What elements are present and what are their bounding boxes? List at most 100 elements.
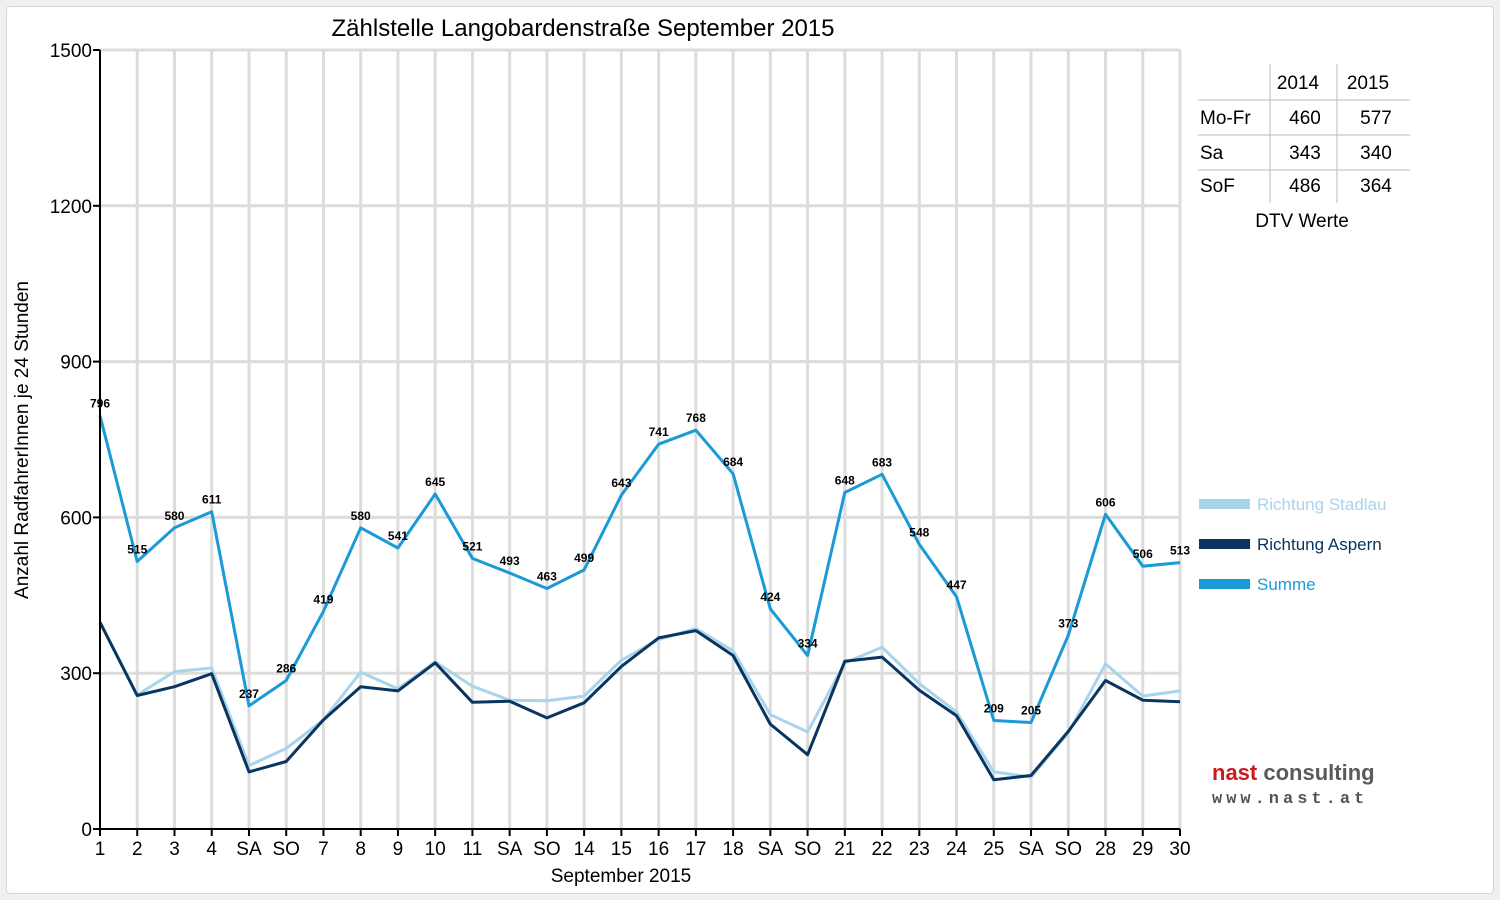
data-label: 373 xyxy=(1058,616,1078,630)
legend: Richtung Stadlau Richtung Aspern Summe xyxy=(1199,495,1386,594)
x-tick-label: 8 xyxy=(355,839,366,860)
legend-swatch xyxy=(1199,539,1250,549)
y-tick-label: 600 xyxy=(60,508,92,529)
data-label: 796 xyxy=(90,397,110,411)
x-tick-label: 24 xyxy=(946,839,968,860)
x-tick-label: 25 xyxy=(983,839,1004,860)
data-labels: 796 515 580 611 237 286 419 580 541 645 521 493 463 4… xyxy=(90,397,1190,718)
company-logo: nast consulting www.nast.at xyxy=(1200,750,1443,825)
data-label: 521 xyxy=(462,539,482,553)
x-tick-label: 23 xyxy=(909,839,930,860)
x-tick-label: 2 xyxy=(132,839,143,860)
data-label: 515 xyxy=(127,543,147,557)
x-tick-label: SA xyxy=(497,839,523,860)
x-tick-label: SO xyxy=(272,839,299,860)
series-line xyxy=(98,415,1181,724)
data-label: 684 xyxy=(723,455,743,469)
y-tick-label: 1200 xyxy=(50,197,92,218)
data-label: 463 xyxy=(537,570,557,584)
dtv-header-2014: 2014 xyxy=(1277,73,1320,94)
data-label: 205 xyxy=(1021,704,1041,718)
x-tick-label: 17 xyxy=(685,839,706,860)
data-label: 209 xyxy=(984,701,1004,715)
legend-swatch xyxy=(1199,579,1250,589)
data-label: 334 xyxy=(798,637,818,651)
x-tick-label: 22 xyxy=(871,839,892,860)
grid-lines xyxy=(100,48,1182,829)
x-tick-labels: 1 2 3 4 SA SO 7 8 9 10 11 SA SO 14 15 16 17 18 SA SO 21 22 23 2… xyxy=(95,839,1191,860)
x-tick-label: 16 xyxy=(648,839,669,860)
y-tick-label: 0 xyxy=(81,820,92,841)
y-axis-title: Anzahl RadfahrerInnen je 24 Stunden xyxy=(12,281,33,599)
legend-label: Summe xyxy=(1257,575,1316,594)
dtv-row-label-sa: Sa xyxy=(1200,143,1224,164)
dtv-header-2015: 2015 xyxy=(1347,73,1389,94)
x-tick-label: SA xyxy=(758,839,784,860)
data-label: 741 xyxy=(649,425,669,439)
dtv-mofr-2014: 460 xyxy=(1289,108,1321,129)
data-label: 580 xyxy=(351,509,371,523)
x-tick-label: 29 xyxy=(1132,839,1153,860)
dtv-sa-2014: 343 xyxy=(1289,143,1321,164)
dtv-table: 2014 2015 Mo-Fr 460 577 Sa 343 340 SoF 4… xyxy=(1198,64,1410,232)
data-label: 286 xyxy=(276,661,296,675)
x-tick-label: SO xyxy=(794,839,821,860)
data-label: 506 xyxy=(1133,547,1153,561)
data-label: 541 xyxy=(388,529,408,543)
x-tick-label: 3 xyxy=(169,839,180,860)
data-label: 447 xyxy=(947,578,967,592)
dtv-mofr-2015: 577 xyxy=(1360,108,1392,129)
legend-swatch xyxy=(1199,499,1250,509)
logo-suffix: consulting xyxy=(1257,760,1375,785)
dtv-sof-2015: 364 xyxy=(1360,176,1392,197)
x-tick-label: 14 xyxy=(574,839,596,860)
logo-wordmark: nast consulting xyxy=(1212,760,1375,786)
chart-frame xyxy=(6,6,1494,894)
logo-url: www.nast.at xyxy=(1212,790,1369,809)
data-label: 768 xyxy=(686,411,706,425)
x-tick-label: 30 xyxy=(1169,839,1190,860)
dtv-sa-2015: 340 xyxy=(1360,143,1392,164)
x-axis-title: September 2015 xyxy=(551,866,692,887)
x-tick-label: 11 xyxy=(463,839,483,860)
y-tick-label: 300 xyxy=(60,664,92,685)
data-label: 237 xyxy=(239,687,259,701)
x-tick-label: 18 xyxy=(723,839,744,860)
logo-prefix: nast xyxy=(1212,760,1258,785)
x-tick-label: SO xyxy=(1055,839,1082,860)
data-label: 645 xyxy=(425,475,445,489)
dtv-row-label-sof: SoF xyxy=(1200,176,1235,197)
x-tick-label: SA xyxy=(1018,839,1044,860)
data-label: 424 xyxy=(760,590,780,604)
x-tick-label: 10 xyxy=(425,839,446,860)
series-line xyxy=(98,621,1181,782)
x-tick-label: SA xyxy=(236,839,262,860)
legend-label: Richtung Stadlau xyxy=(1257,495,1386,514)
data-label: 548 xyxy=(909,525,929,539)
x-tick-label: SO xyxy=(533,839,560,860)
data-label: 419 xyxy=(313,592,333,606)
data-label: 513 xyxy=(1170,544,1190,558)
x-tick-label: 1 xyxy=(95,839,106,860)
dtv-caption: DTV Werte xyxy=(1255,211,1349,232)
x-tick-label: 28 xyxy=(1095,839,1116,860)
data-label: 648 xyxy=(835,473,855,487)
x-tick-label: 4 xyxy=(206,839,217,860)
data-label: 493 xyxy=(500,554,520,568)
chart-title: Zählstelle Langobardenstraße September 2… xyxy=(332,15,835,42)
data-label: 580 xyxy=(164,509,184,523)
dtv-row-label-mofr: Mo-Fr xyxy=(1200,108,1251,129)
axes xyxy=(93,49,1181,836)
data-label: 683 xyxy=(872,455,892,469)
y-tick-label: 1500 xyxy=(50,41,92,62)
y-tick-label: 900 xyxy=(60,353,92,374)
data-label: 606 xyxy=(1096,495,1116,509)
data-label: 499 xyxy=(574,551,594,565)
x-tick-label: 7 xyxy=(318,839,329,860)
series-lines xyxy=(98,415,1181,782)
data-label: 611 xyxy=(202,493,222,507)
data-label: 643 xyxy=(611,476,631,490)
legend-label: Richtung Aspern xyxy=(1257,535,1382,554)
x-tick-label: 15 xyxy=(611,839,632,860)
x-tick-label: 21 xyxy=(834,839,855,860)
